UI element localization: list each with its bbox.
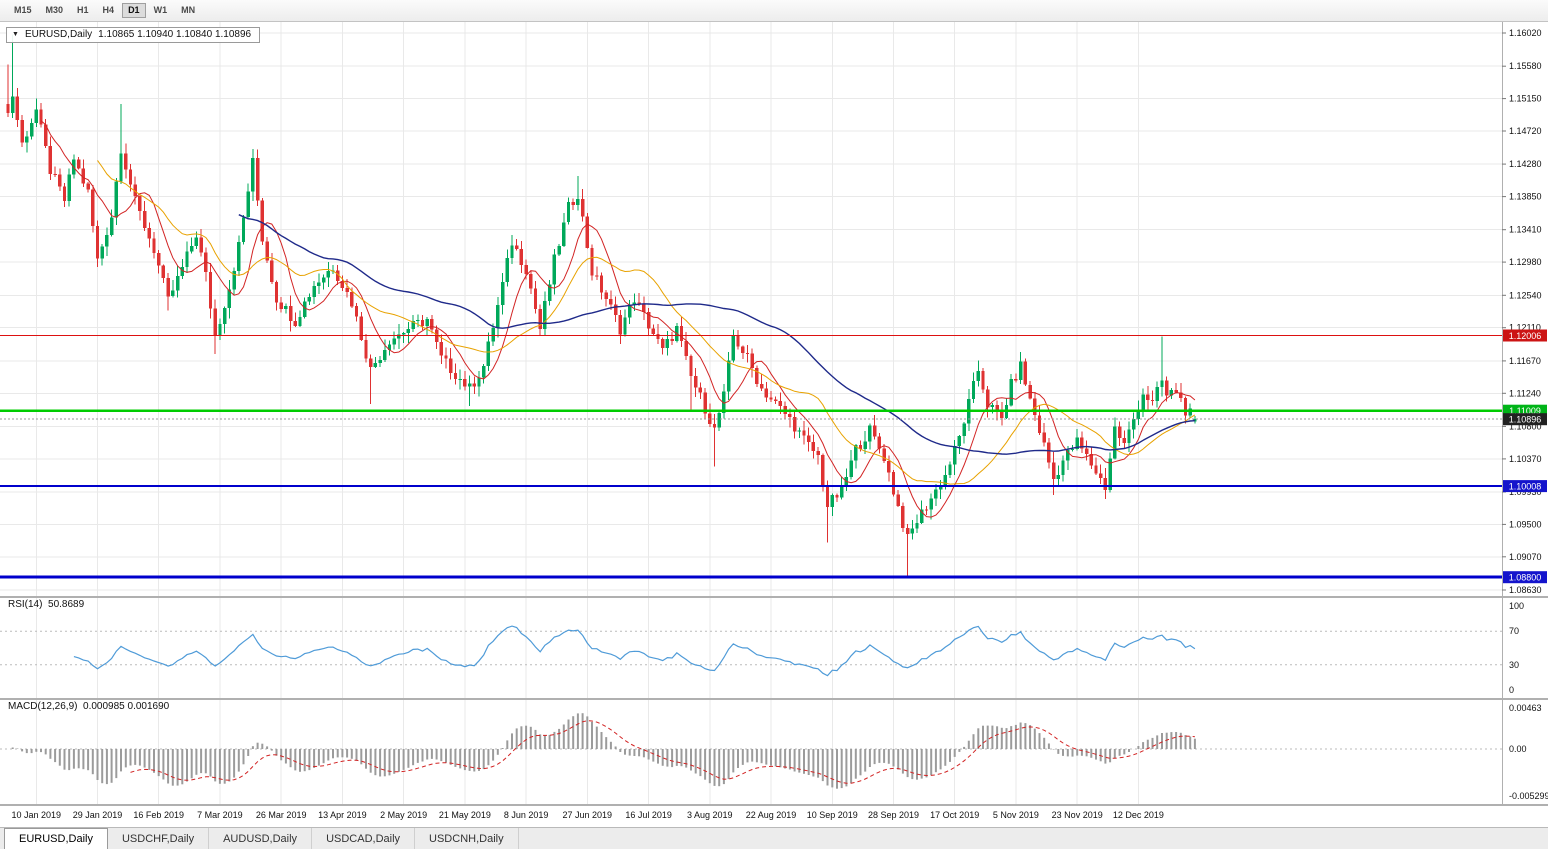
chart-window[interactable]: 1.16020 1.15580 1.15150 1.14720 1.14280 1.138…: [0, 22, 1548, 827]
tab-usdcnh-daily[interactable]: USDCNH,Daily: [415, 828, 519, 849]
rsi-axis-label: 30: [1509, 660, 1519, 670]
date-axis-label: 26 Mar 2019: [256, 810, 307, 820]
date-axis-label: 17 Oct 2019: [930, 810, 979, 820]
date-axis-label: 13 Apr 2019: [318, 810, 367, 820]
price-axis-label: 1.14280: [1509, 159, 1542, 169]
price-badge-value: 1.10896: [1509, 415, 1542, 425]
moving-average-20: [97, 160, 1196, 485]
tf-button-mn[interactable]: MN: [175, 3, 201, 18]
date-axis-label: 8 Jun 2019: [504, 810, 549, 820]
candles-layer: [6, 34, 1197, 578]
macd-axis-label: 0.00463: [1509, 703, 1542, 713]
tf-button-m30[interactable]: M30: [40, 3, 70, 18]
date-axis-label: 29 Jan 2019: [73, 810, 123, 820]
macd-layer: [0, 713, 1502, 789]
price-axis-label: 1.10800: [1509, 421, 1542, 431]
date-axis-label: 2 May 2019: [380, 810, 427, 820]
price-badge: [1503, 480, 1547, 493]
rsi-line: [73, 625, 1196, 677]
date-axis-label: 5 Nov 2019: [993, 810, 1039, 820]
date-axis-label: 23 Nov 2019: [1052, 810, 1103, 820]
tf-button-h1[interactable]: H1: [71, 3, 95, 18]
pane-separators: [0, 22, 1548, 806]
price-axis-label: 1.14720: [1509, 126, 1542, 136]
date-axis-label: 7 Mar 2019: [197, 810, 243, 820]
tab-audusd-daily[interactable]: AUDUSD,Daily: [209, 828, 313, 849]
price-axis-label: 1.11670: [1509, 356, 1541, 366]
price-axis-label: 1.16020: [1509, 28, 1542, 38]
tf-button-h4[interactable]: H4: [97, 3, 121, 18]
price-axis: 1.16020 1.15580 1.15150 1.14720 1.14280 1.138…: [1502, 28, 1548, 801]
tab-usdcad-daily[interactable]: USDCAD,Daily: [312, 828, 416, 849]
rsi-axis-label: 70: [1509, 626, 1519, 636]
price-axis-label: 1.08630: [1509, 585, 1542, 595]
price-axis-label: 1.15580: [1509, 61, 1542, 71]
tf-button-w1[interactable]: W1: [148, 3, 174, 18]
date-axis-label: 22 Aug 2019: [746, 810, 797, 820]
price-axis-label: 1.12980: [1509, 257, 1542, 267]
price-axis-label: 1.13850: [1509, 192, 1542, 202]
moving-averages-layer: [40, 120, 1196, 518]
price-axis-label: 1.09070: [1509, 552, 1542, 562]
price-axis-label: 1.11240: [1509, 388, 1541, 398]
timeframe-toolbar: M15 M30 H1 H4 D1 W1 MN: [0, 0, 1548, 22]
moving-average-50: [238, 214, 1195, 455]
price-badge-value: 1.11009: [1509, 406, 1541, 416]
price-axis-label: 1.12110: [1509, 323, 1541, 333]
tab-eurusd-daily[interactable]: EURUSD,Daily: [4, 828, 108, 849]
date-axis-label: 10 Jan 2019: [12, 810, 62, 820]
date-axis-label: 16 Feb 2019: [133, 810, 184, 820]
rsi-axis-label: 0: [1509, 685, 1514, 695]
price-badge-value: 1.10008: [1509, 482, 1542, 492]
macd-signal-line: [130, 720, 1195, 784]
chart-canvas[interactable]: 1.16020 1.15580 1.15150 1.14720 1.14280 1.138…: [0, 22, 1548, 827]
macd-axis-label: -0.005299: [1509, 791, 1548, 801]
price-axis-label: 1.15150: [1509, 94, 1542, 104]
chart-tabs-bar: EURUSD,Daily USDCHF,Daily AUDUSD,Daily U…: [0, 827, 1548, 849]
grid-layer: [0, 22, 1502, 804]
collapse-triangle-icon[interactable]: ▼: [12, 31, 19, 38]
tf-button-d1[interactable]: D1: [122, 3, 146, 18]
price-axis-label: 1.12540: [1509, 290, 1542, 300]
rsi-axis-label: 100: [1509, 601, 1524, 611]
date-axis-label: 10 Sep 2019: [807, 810, 858, 820]
tf-button-m15[interactable]: M15: [8, 3, 38, 18]
rsi-layer: [0, 625, 1502, 677]
date-axis-label: 28 Sep 2019: [868, 810, 919, 820]
date-axis-label: 3 Aug 2019: [687, 810, 733, 820]
price-badge-value: 1.12006: [1509, 331, 1542, 341]
price-badge: [1503, 329, 1547, 342]
price-badge-value: 1.08800: [1509, 573, 1542, 583]
price-badge: [1503, 571, 1547, 584]
price-axis-label: 1.13410: [1509, 225, 1542, 235]
date-axis-label: 16 Jul 2019: [625, 810, 672, 820]
date-axis-label: 12 Dec 2019: [1113, 810, 1164, 820]
price-badge: [1503, 413, 1547, 426]
date-axis-label: 27 Jun 2019: [563, 810, 613, 820]
levels-layer: [0, 334, 1502, 579]
tab-usdchf-daily[interactable]: USDCHF,Daily: [108, 828, 210, 849]
date-axis-label: 21 May 2019: [439, 810, 491, 820]
price-axis-label: 1.10370: [1509, 454, 1542, 464]
price-axis-label: 1.09500: [1509, 519, 1542, 529]
date-axis: 10 Jan 2019 29 Jan 2019 16 Feb 2019 7 Mar 2…: [12, 810, 1164, 820]
moving-average-8: [40, 120, 1196, 518]
macd-axis-label: 0.00: [1509, 744, 1527, 754]
